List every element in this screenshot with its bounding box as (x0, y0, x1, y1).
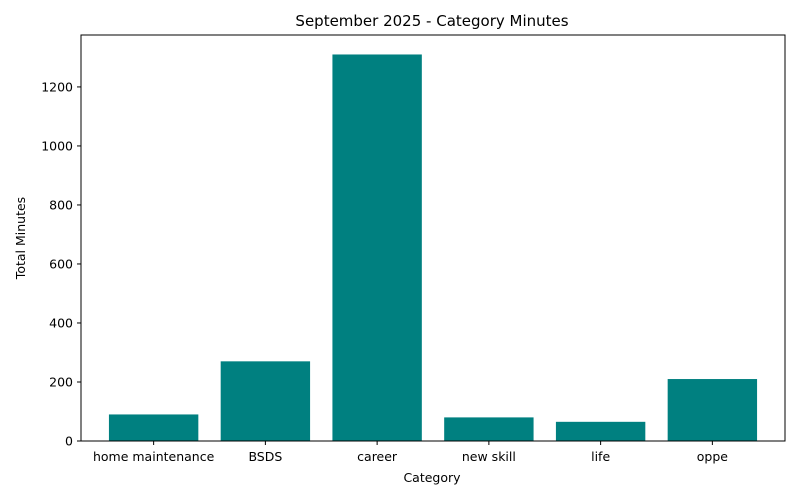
bar-home-maintenance (108, 414, 199, 441)
x-tick-label: BSDS (248, 449, 282, 464)
y-tick-label: 400 (49, 315, 73, 330)
bar-life (555, 421, 646, 441)
y-tick-label: 0 (65, 434, 73, 449)
y-tick-label: 800 (49, 197, 73, 212)
bars-group (108, 54, 758, 441)
x-tick-label: home maintenance (93, 449, 215, 464)
bar-bsds (220, 361, 311, 441)
x-tick-label: new skill (462, 449, 516, 464)
bar-career (332, 54, 422, 441)
y-tick-label: 200 (49, 374, 73, 389)
bar-oppe (667, 379, 758, 441)
x-axis-label: Category (403, 470, 461, 485)
y-axis-ticks: 0 200 400 600 800 1000 1200 (41, 79, 81, 449)
y-axis-label: Total Minutes (13, 197, 28, 280)
x-tick-label: career (357, 449, 398, 464)
x-tick-label: oppe (697, 449, 729, 464)
x-tick-label: life (591, 449, 610, 464)
y-tick-label: 1200 (41, 79, 73, 94)
plot-frame (80, 34, 786, 442)
bar-new-skill (444, 417, 534, 441)
y-tick-label: 1000 (41, 138, 73, 153)
y-tick-label: 600 (49, 256, 73, 271)
x-axis-ticks: home maintenance BSDS career new skill life o… (93, 441, 728, 464)
chart-title: September 2025 - Category Minutes (295, 12, 568, 30)
